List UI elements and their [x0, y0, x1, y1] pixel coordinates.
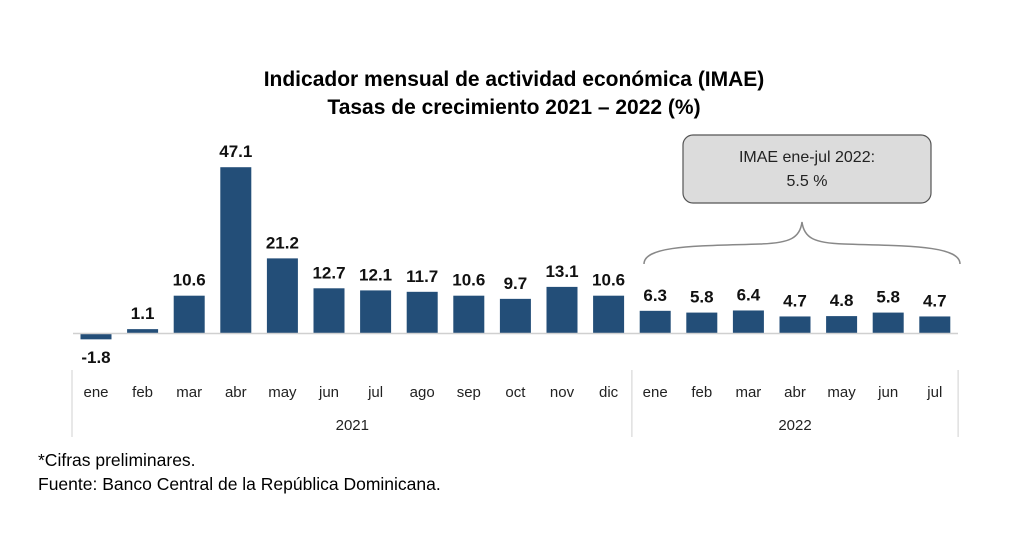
data-label: 10.6 — [173, 271, 206, 290]
group-label: 2021 — [336, 417, 369, 434]
note-preliminary: *Cifras preliminares. — [38, 450, 196, 470]
data-label: 13.1 — [545, 262, 578, 281]
data-label: 12.7 — [312, 263, 345, 282]
bar — [826, 316, 858, 333]
bar — [406, 291, 438, 333]
data-label: 4.7 — [923, 291, 947, 310]
chart-subtitle: Tasas de crecimiento 2021 – 2022 (%) — [327, 96, 700, 119]
data-label: 5.8 — [690, 288, 714, 307]
data-label: 9.7 — [504, 274, 528, 293]
x-tick-label: sep — [457, 384, 481, 401]
annotation-brace — [643, 221, 961, 265]
bar — [313, 288, 345, 333]
bar — [872, 312, 904, 333]
data-label: 1.1 — [131, 304, 155, 323]
data-label: -1.8 — [81, 348, 110, 367]
x-tick-label: abr — [784, 384, 806, 401]
x-tick-label: dic — [599, 384, 619, 401]
bar — [593, 295, 625, 333]
x-tick-label: feb — [691, 384, 712, 401]
x-tick-label: nov — [550, 384, 575, 401]
x-tick-label: may — [827, 384, 856, 401]
x-tick-label: ene — [83, 384, 108, 401]
data-label: 12.1 — [359, 265, 392, 284]
x-tick-label: jul — [367, 384, 383, 401]
annotation-line1: IMAE ene-jul 2022: — [739, 149, 875, 166]
x-tick-label: jun — [318, 384, 339, 401]
data-label: 6.4 — [737, 285, 761, 304]
x-tick-label: jul — [926, 384, 942, 401]
data-label: 10.6 — [592, 271, 625, 290]
data-label: 11.7 — [406, 267, 438, 286]
annotation-box — [682, 134, 932, 204]
data-label: 47.1 — [219, 142, 252, 161]
bar — [499, 298, 531, 333]
x-tick-label: mar — [176, 384, 202, 401]
x-tick-label: oct — [505, 384, 526, 401]
bar — [919, 316, 951, 333]
bar — [127, 329, 159, 333]
data-label: 5.8 — [876, 288, 900, 307]
data-label: 4.8 — [830, 291, 854, 310]
data-label: 10.6 — [452, 271, 485, 290]
bar — [266, 258, 298, 333]
note-source: Fuente: Banco Central de la República Do… — [38, 474, 441, 494]
bar — [220, 167, 252, 333]
x-tick-label: mar — [735, 384, 761, 401]
bar — [686, 312, 718, 333]
x-tick-label: may — [268, 384, 297, 401]
bar — [546, 286, 578, 333]
bar — [732, 310, 764, 333]
bar — [639, 310, 671, 333]
bar — [360, 290, 392, 333]
data-label: 4.7 — [783, 291, 807, 310]
data-label: 21.2 — [266, 233, 299, 252]
bar — [80, 333, 112, 340]
chart-title: Indicador mensual de actividad económica… — [264, 68, 765, 91]
x-tick-label: ago — [410, 384, 435, 401]
x-tick-label: jun — [877, 384, 898, 401]
bar — [453, 295, 485, 333]
x-tick-label: abr — [225, 384, 247, 401]
bar — [779, 316, 811, 333]
data-label: 6.3 — [643, 286, 667, 305]
x-tick-label: ene — [643, 384, 668, 401]
x-tick-label: feb — [132, 384, 153, 401]
bar — [173, 295, 205, 333]
group-label: 2022 — [778, 417, 811, 434]
annotation-line2: 5.5 % — [787, 173, 828, 190]
